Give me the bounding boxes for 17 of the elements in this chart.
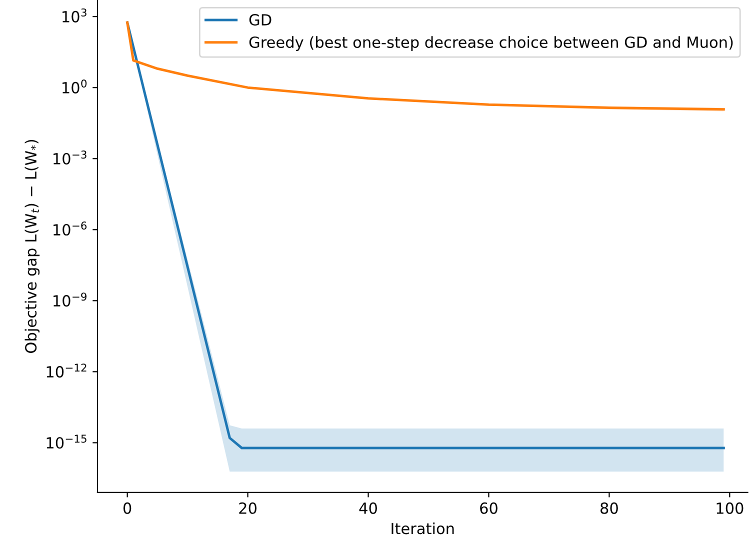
x-axis-title: Iteration — [392, 522, 454, 534]
legend-label: Greedy (best one-step decrease choice between GD and Muon) — [249, 36, 733, 51]
x-tick-label: 100 — [716, 502, 744, 514]
x-tick-label: 80 — [600, 502, 618, 514]
y-tick-label: 10$^{−3}$ — [54, 150, 86, 165]
y-axis-title: Objective gap L(W$_{t}$) − L(W$_{*}$) — [24, 140, 40, 353]
y-tick-label: 10$^{−15}$ — [46, 434, 86, 449]
y-tick-label: 10$^{−9}$ — [54, 292, 86, 307]
y-tick-label: 10$^{3}$ — [62, 8, 86, 22]
x-tick-label: 0 — [123, 502, 132, 514]
x-tick-label: 20 — [239, 502, 256, 514]
y-tick-label: 10$^{−6}$ — [54, 222, 87, 236]
x-tick-label: 40 — [359, 502, 377, 514]
y-tick-label: 10$^{−12}$ — [46, 364, 86, 378]
legend-label: GD — [249, 14, 272, 26]
y-tick-label: 10$^{0}$ — [62, 79, 87, 94]
x-tick-label: 60 — [480, 502, 498, 514]
